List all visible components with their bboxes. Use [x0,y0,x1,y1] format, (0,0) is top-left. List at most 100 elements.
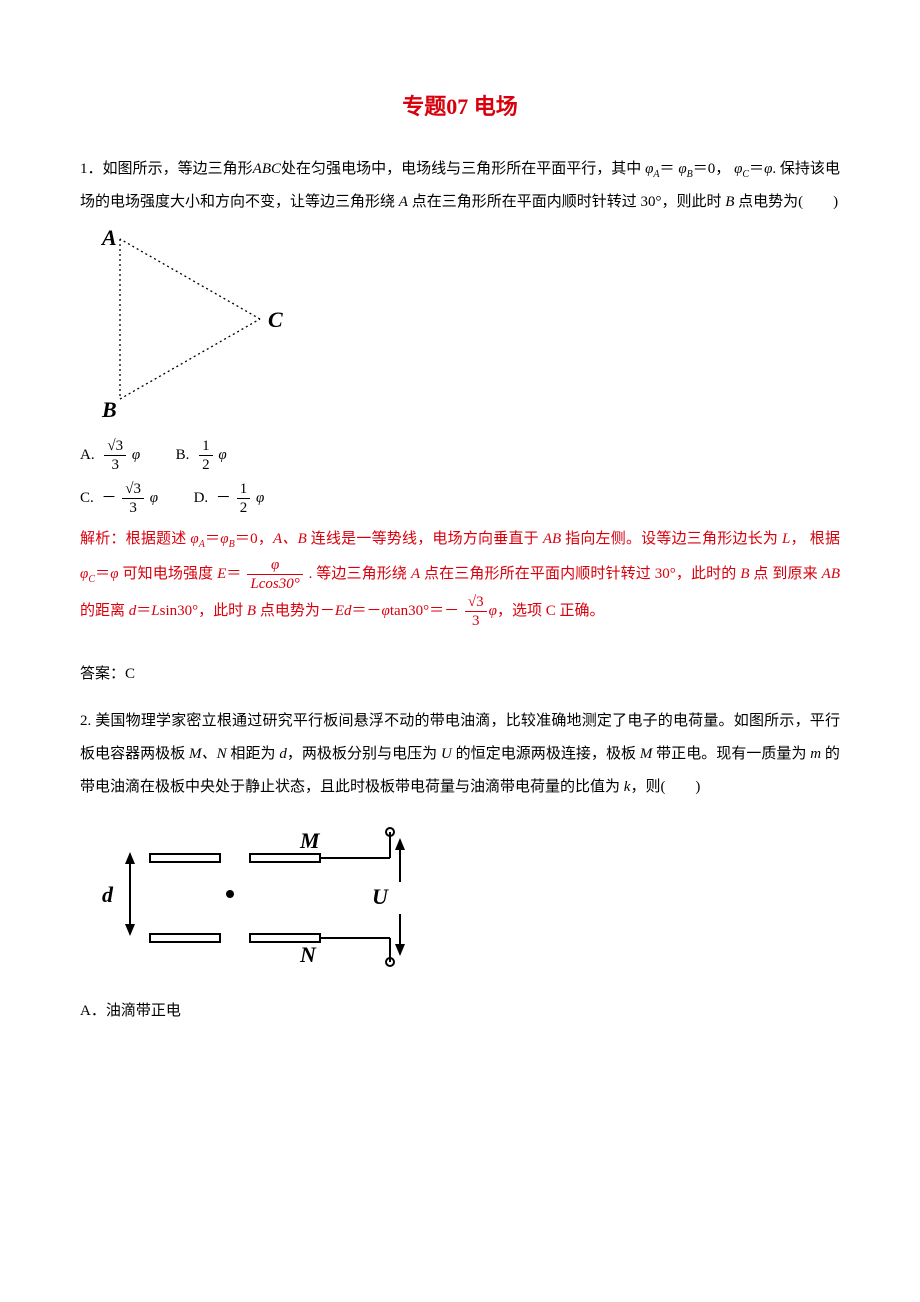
q1-optD-den: 2 [237,499,251,517]
q1-optC-num: √3 [122,480,144,499]
q1-optA-den: 3 [104,456,126,474]
e-l1g: 连线是一等势线，电场方向垂直于 [307,531,543,547]
e-l2a: 根据 [810,531,840,547]
e-l3-den: 3 [465,612,487,630]
q1-options-row2: C. － √3 3 φ D. － 1 2 φ [80,480,840,517]
e-l2c: ＝ [95,566,110,582]
triangle-diagram: A B C [90,229,840,427]
q1-ptB: B [725,194,734,210]
svg-text:C: C [268,307,283,332]
q1-optB-frac: 1 2 [199,437,213,474]
e-l3g: sin30°，此时 [160,603,247,619]
q2-N: 、N [202,746,227,762]
q2-d: d [279,746,287,762]
q1-text-5: 点电势为( ) [734,194,838,210]
e-l3k: ＝－ [352,603,382,619]
q1-eq3: ＝ [749,161,764,177]
triangle-svg: A B C [90,229,300,419]
q1-options-row1: A. √3 3 φ B. 1 2 φ [80,437,840,474]
q1-optA-num: √3 [104,437,126,456]
q2-M: M [189,746,202,762]
q2-stem: 2. 美国物理学家密立根通过研究平行板间悬浮不动的带电油滴，比较准确地测定了电子… [80,705,840,804]
circuit-diagram: M Nd U [90,814,840,982]
e-l3o: ，选项 C 正确。 [497,603,605,619]
q2-text-3: ，两极板分别与电压为 [287,746,441,762]
q1-optA-label: A. [80,447,95,463]
q1-optB-label: B. [176,447,190,463]
svg-text:B: B [101,397,117,419]
e-l3-num: √3 [465,593,487,612]
e-l2d: φ [110,566,118,582]
e-l2j: 点在三角形所在平面内顺时针转过 30°，此时的 [420,566,740,582]
e-l1b: φ [190,531,198,547]
q1-optC-den: 3 [122,499,144,517]
q1-eq2: ＝0， [693,161,734,177]
q1-eq1: ＝ [660,161,679,177]
e-l3e: ＝ [136,603,151,619]
e-l3h: B [247,603,256,619]
svg-text:A: A [100,229,117,250]
q1-optC-frac: √3 3 [122,480,144,517]
page-title: 专题07 电场 [80,90,840,123]
q1-optD-phi: φ [256,490,264,506]
e-l2-frac: φ Lcos30° [247,556,302,593]
e-l1e: ＝0， [235,531,273,547]
e-l3m: tan30°＝－ [390,603,459,619]
q1-text-2: 处在匀强电场中，电场线与三角形所在平面平行，其中 [281,161,645,177]
e-l3b: AB [822,566,840,582]
e-l1f: A、B [273,531,307,547]
q1-optB-den: 2 [199,456,213,474]
e-l2e: 可知电场强度 [119,566,218,582]
e-l2-num: φ [247,556,302,575]
e-l2g: ＝ [226,566,241,582]
q1-explanation-1: 解析：根据题述 φA＝φB＝0，A、B 连线是一等势线，电场方向垂直于 AB 指… [80,523,840,630]
e-l3j: Ed [335,603,352,619]
q1-optA-frac: √3 3 [104,437,126,474]
e-l3f: L [151,603,159,619]
svg-text:M: M [299,828,321,853]
svg-text:N: N [299,942,317,967]
q1-abc: ABC [253,161,281,177]
e-l3-frac: √3 3 [465,593,487,630]
q2-m: m [810,746,821,762]
e-l3n: φ [489,603,497,619]
svg-text:U: U [372,884,389,909]
q2-text-5: 带正电。现有一质量为 [652,746,810,762]
e-l2f: E [217,566,226,582]
q2-option-A: A．油滴带正电 [80,995,840,1028]
e-l3a: 到原来 [772,566,821,582]
e-l1k: ， [790,531,805,547]
q1-optA-phi: φ [132,447,140,463]
e-l1h: AB [543,531,561,547]
circuit-svg: M Nd U [90,814,430,974]
e-l1d: φ [220,531,228,547]
e-l2h: . 等边三角形绕 [309,566,411,582]
e-l2-den: Lcos30° [247,575,302,593]
q1-optC-phi: φ [150,490,158,506]
q1-optD-num: 1 [237,480,251,499]
q1-text-1: 1．如图所示，等边三角形 [80,161,253,177]
q2-text-7: ，则( ) [630,779,700,795]
e-l2i: A [411,566,420,582]
e-l3i: 点电势为－ [256,603,335,619]
e-l2b-sub: C [88,574,95,585]
e-l2l: 点 [749,566,768,582]
q1-optD-neg: － [216,490,231,506]
q1-stem: 1．如图所示，等边三角形ABC处在匀强电场中，电场线与三角形所在平面平行，其中 … [80,153,840,219]
e-l3c: 的距离 [80,603,129,619]
q2-text-4: 的恒定电源两极连接，极板 [452,746,640,762]
e-l1a: 解析：根据题述 [80,531,190,547]
q1-optB-num: 1 [199,437,213,456]
q1-phiB: φ [678,161,686,177]
q1-optD-frac: 1 2 [237,480,251,517]
svg-text:d: d [102,882,114,907]
q2-text-2: 相距为 [227,746,280,762]
q1-ptA: A [399,194,408,210]
q2-M2: M [640,746,653,762]
e-l3l: φ [382,603,390,619]
q1-text-4: 点在三角形所在平面内顺时针转过 30°，则此时 [408,194,725,210]
q2-U: U [441,746,452,762]
q1-answer: 答案：C [80,658,840,691]
q1-optC-neg: － [102,490,117,506]
q1-optD-label: D. [194,490,212,506]
